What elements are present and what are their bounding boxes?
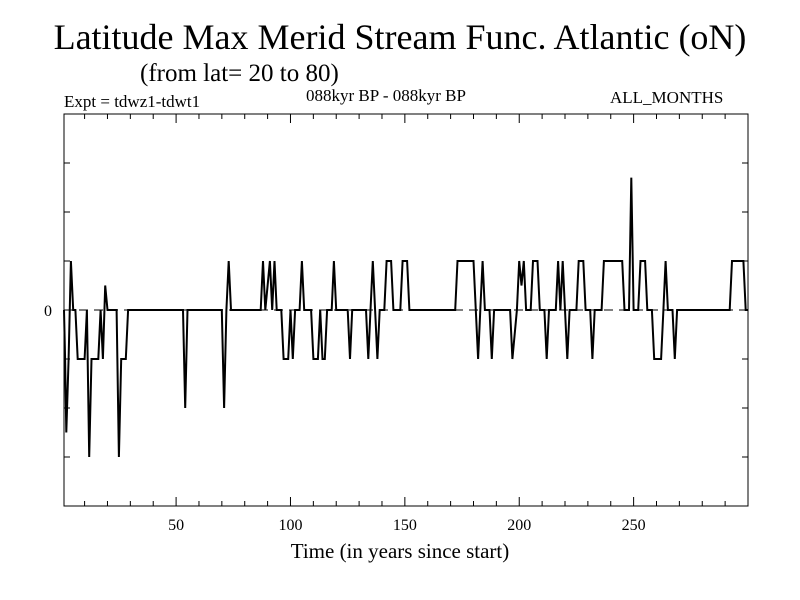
experiment-label: Expt = tdwz1-tdwt1 <box>64 92 201 111</box>
x-axis-label: Time (in years since start) <box>290 539 510 563</box>
x-tick-label: 200 <box>507 517 531 534</box>
tick-labels: 50 100 150 200 250 0 <box>44 303 646 534</box>
chart-subtitle: (from lat= 20 to 80) <box>140 60 339 87</box>
period-label: 088kyr BP - 088kyr BP <box>306 86 466 105</box>
x-tick-label: 100 <box>278 517 302 534</box>
series-line <box>63 177 748 458</box>
months-label: ALL_MONTHS <box>610 88 724 107</box>
x-tick-label: 150 <box>393 517 417 534</box>
y-tick-label: 0 <box>44 303 52 320</box>
x-tick-label: 50 <box>168 517 184 534</box>
chart-title: Latitude Max Merid Stream Func. Atlantic… <box>53 17 747 57</box>
plot-frame <box>63 113 749 507</box>
x-tick-label: 250 <box>622 517 646 534</box>
